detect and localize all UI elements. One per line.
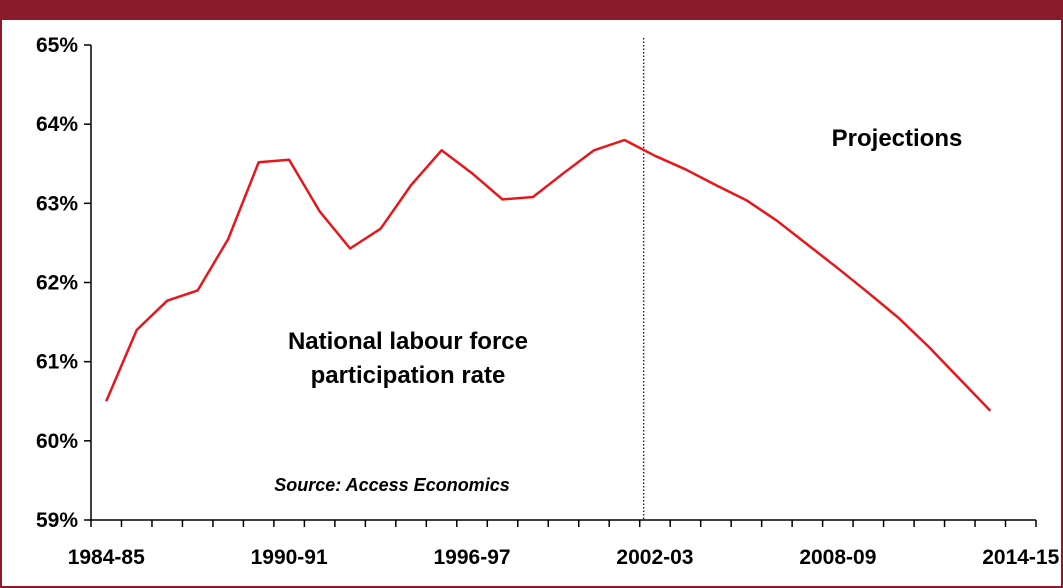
annotation-projections: Projections: [832, 125, 963, 152]
x-tick-label: 2008-09: [799, 546, 876, 569]
y-tick-label: 65%: [36, 34, 78, 57]
x-axis: 1984-85 1990-91 1996-97 2002-03 2008-09 2014-…: [68, 519, 1060, 569]
y-tick-label: 62%: [36, 272, 78, 295]
y-axis: 59% 60% 61% 62% 63% 64% 65%: [36, 34, 92, 532]
y-tick-label: 61%: [36, 351, 78, 374]
y-tick-label: 64%: [36, 113, 78, 136]
x-tick-label: 1990-91: [251, 546, 328, 569]
y-tick-label: 60%: [36, 430, 78, 453]
y-tick-label: 63%: [36, 192, 78, 215]
annotation-title-line1: National labour force: [288, 328, 528, 355]
annotation-source: Source: Access Economics: [274, 475, 509, 495]
annotation-title-line2: participation rate: [311, 362, 506, 389]
x-tick-label: 1996-97: [434, 546, 511, 569]
x-tick-label: 1984-85: [68, 546, 145, 569]
series-layer: [105, 138, 992, 412]
x-tick-label: 2014-15: [982, 546, 1059, 569]
x-tick-label: 2002-03: [616, 546, 693, 569]
y-tick-label: 59%: [36, 509, 78, 532]
series-line: [105, 138, 992, 412]
header-bar: [0, 0, 1063, 20]
